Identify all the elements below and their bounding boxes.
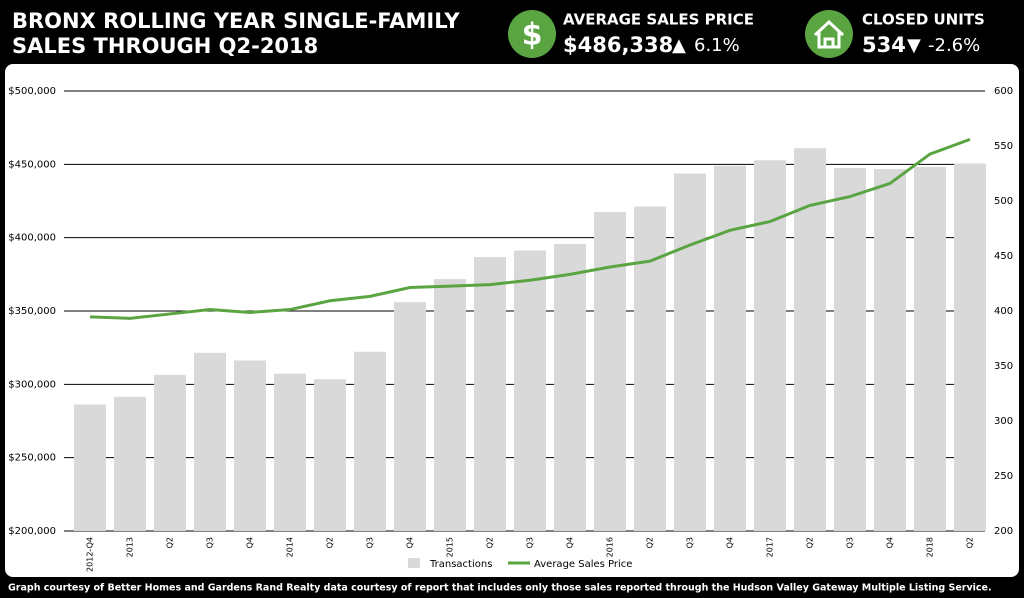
- y2-tick-label: 300: [994, 416, 1013, 427]
- y2-tick-label: 400: [994, 306, 1013, 317]
- x-tick-label: 2017: [766, 537, 775, 557]
- x-tick-label: Q3: [846, 537, 855, 548]
- bar: [794, 148, 826, 531]
- units-icon: [805, 10, 853, 58]
- kpi-change: 6.1%: [694, 35, 740, 56]
- y-tick-label: $450,000: [8, 159, 56, 170]
- kpi-arrow: ▼: [907, 35, 921, 56]
- bar: [954, 163, 986, 531]
- footer: Graph courtesy of Better Homes and Garde…: [8, 583, 992, 594]
- bar: [594, 212, 626, 531]
- bar: [354, 351, 386, 531]
- bar: [314, 379, 346, 531]
- kpi-change: -2.6%: [928, 35, 980, 56]
- bar: [394, 302, 426, 531]
- y-tick-label: $500,000: [8, 86, 56, 97]
- y2-tick-label: 350: [994, 361, 1013, 372]
- y-tick-label: $350,000: [8, 306, 56, 317]
- bar: [274, 373, 306, 531]
- bar: [714, 165, 746, 532]
- bar: [114, 396, 146, 531]
- x-tick-label: Q4: [566, 537, 575, 548]
- kpi-value: 534: [862, 33, 906, 57]
- x-tick-label: Q2: [326, 537, 335, 548]
- legend-swatch: [408, 558, 420, 568]
- x-tick-label: Q4: [726, 537, 735, 548]
- bar: [74, 404, 106, 531]
- bar: [874, 169, 906, 531]
- y-tick-label: $300,000: [8, 379, 56, 390]
- plot: $200,000 $250,000 $300,000 $350,000 $400,000…: [8, 86, 1013, 572]
- x-tick-label: 2013: [126, 537, 135, 557]
- x-tick-label: 2016: [606, 537, 615, 557]
- x-tick-label: 2012-Q4: [86, 537, 95, 572]
- x-tick-label: Q4: [246, 537, 255, 548]
- kpi-label: CLOSED UNITS: [862, 11, 985, 29]
- house-icon: [813, 19, 845, 49]
- x-tick-label: Q3: [686, 537, 695, 548]
- y2-tick-label: 600: [994, 86, 1013, 97]
- bar: [194, 352, 226, 531]
- x-tick-label: Q4: [886, 537, 895, 548]
- x-tick-label: 2018: [926, 537, 935, 557]
- bar: [234, 360, 266, 531]
- x-tick-label: Q2: [966, 537, 975, 548]
- bar: [554, 243, 586, 531]
- bar: [434, 279, 466, 531]
- x-tick-label: Q3: [526, 537, 535, 548]
- bar: [674, 173, 706, 531]
- kpi-value: $486,338: [563, 33, 673, 57]
- bar: [474, 257, 506, 531]
- x-tick-label: Q4: [406, 537, 415, 548]
- y2-tick-label: 450: [994, 251, 1013, 262]
- x-tick-label: Q2: [486, 537, 495, 548]
- y2-tick-label: 200: [994, 526, 1013, 537]
- legend-label: Transactions: [429, 559, 492, 570]
- line: [89, 137, 971, 320]
- price-icon: [508, 10, 556, 58]
- title-line: SALES THROUGH Q2-2018: [12, 34, 318, 58]
- y2-tick-label: 250: [994, 471, 1013, 482]
- bar: [834, 168, 866, 531]
- legend-label: Average Sales Price: [534, 559, 632, 570]
- x-tick-label: Q2: [646, 537, 655, 548]
- x-tick-label: Q2: [806, 537, 815, 548]
- y2-tick-label: 500: [994, 196, 1013, 207]
- bar: [914, 166, 946, 531]
- x-tick-label: Q3: [206, 537, 215, 548]
- bar: [154, 374, 186, 531]
- title-line: BRONX ROLLING YEAR SINGLE-FAMILY: [12, 9, 460, 33]
- y2-tick-label: 550: [994, 141, 1013, 152]
- price-icon-glyph: $: [522, 18, 543, 53]
- x-tick-label: Q3: [366, 537, 375, 548]
- kpi-label: AVERAGE SALES PRICE: [563, 11, 754, 29]
- kpi-arrow: ▲: [672, 35, 686, 56]
- y-tick-label: $250,000: [8, 453, 56, 464]
- y-tick-label: $200,000: [8, 526, 56, 537]
- y-tick-label: $400,000: [8, 233, 56, 244]
- x-tick-label: 2015: [446, 537, 455, 557]
- bar: [514, 250, 546, 531]
- x-tick-label: 2014: [286, 537, 295, 557]
- x-tick-label: Q2: [166, 537, 175, 548]
